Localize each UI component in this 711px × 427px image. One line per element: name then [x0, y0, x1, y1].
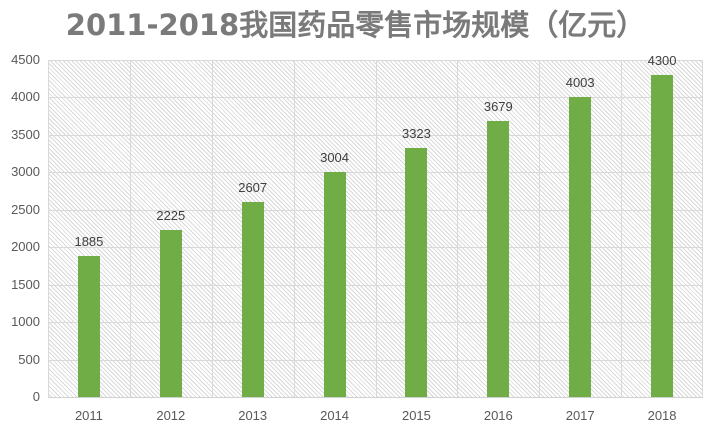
gridline-v — [539, 60, 540, 397]
gridline-v — [212, 60, 213, 397]
gridline-v — [130, 60, 131, 397]
y-tick-label: 2000 — [11, 239, 40, 255]
y-tick-label: 3500 — [11, 126, 40, 142]
plot-area — [48, 60, 703, 398]
x-tick-label: 2015 — [401, 408, 431, 423]
gridline-h — [48, 247, 703, 248]
bar-2013 — [241, 201, 264, 397]
data-label: 3323 — [401, 126, 431, 142]
gridline-h — [48, 322, 703, 323]
gridline-v — [621, 60, 622, 397]
gridline-h — [48, 135, 703, 136]
gridline-h — [48, 360, 703, 361]
gridline-h — [48, 210, 703, 211]
x-tick-label: 2013 — [238, 408, 268, 423]
gridline-h — [48, 172, 703, 173]
gridline-v — [376, 60, 377, 397]
gridline-v — [48, 60, 49, 397]
y-tick-label: 2500 — [11, 201, 40, 217]
gridline-v — [294, 60, 295, 397]
x-tick-label: 2016 — [483, 408, 513, 423]
data-label: 2225 — [156, 208, 186, 224]
bar-2014 — [323, 172, 346, 397]
data-label: 3004 — [320, 150, 350, 166]
chart-title: 2011-2018我国药品零售市场规模（亿元） — [65, 8, 646, 42]
data-label: 2607 — [238, 179, 268, 195]
y-tick-label: 4000 — [11, 89, 40, 105]
y-tick-label: 4500 — [11, 52, 40, 67]
gridline-h — [48, 285, 703, 286]
bar-2012 — [159, 230, 182, 397]
x-tick-label: 2017 — [565, 408, 595, 423]
gridline-h — [48, 60, 703, 61]
data-label: 1885 — [74, 233, 104, 249]
y-tick-label: 1000 — [11, 314, 40, 330]
data-label: 3679 — [483, 99, 513, 115]
bar-2011 — [77, 255, 100, 397]
data-label: 4003 — [565, 75, 595, 91]
data-label: 4300 — [647, 52, 677, 68]
bar-2017 — [569, 97, 592, 397]
bar-2015 — [405, 148, 428, 397]
bar-2016 — [487, 121, 510, 397]
x-tick-label: 2012 — [156, 408, 186, 423]
x-tick-label: 2014 — [320, 408, 350, 423]
bar-2018 — [651, 74, 674, 397]
y-tick-label: 3000 — [11, 164, 40, 180]
gridline-v — [702, 60, 703, 397]
y-tick-label: 500 — [18, 351, 40, 367]
y-tick-label: 1500 — [11, 276, 40, 292]
x-tick-label: 2011 — [74, 408, 103, 423]
gridline-v — [457, 60, 458, 397]
gridline-h — [48, 97, 703, 98]
y-tick-label: 0 — [32, 389, 40, 404]
x-tick-label: 2018 — [647, 408, 677, 423]
